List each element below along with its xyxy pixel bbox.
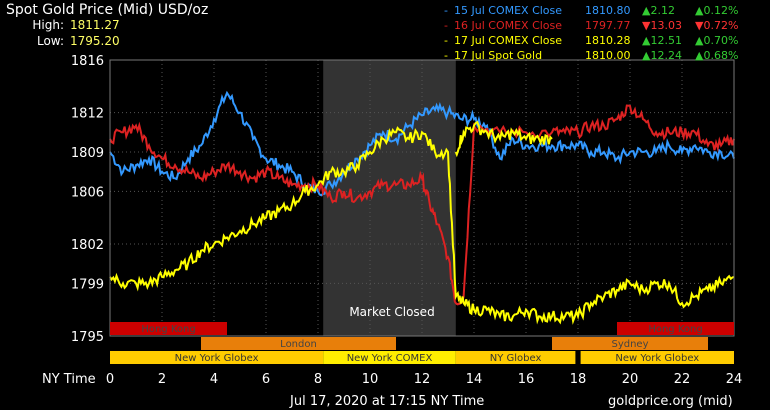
series-line [109, 104, 735, 306]
legend-label: 17 Jul Spot Gold [454, 49, 543, 62]
x-tick-label: 16 [518, 372, 535, 387]
plot-frame [109, 59, 735, 337]
footer-timestamp: Jul 17, 2020 at 17:15 NY Time [290, 394, 485, 409]
legend-price: 1797.77 [585, 19, 631, 32]
session-bar [323, 351, 456, 364]
x-tick-label: 6 [262, 372, 270, 387]
y-tick-label: 1802 [71, 238, 104, 253]
legend-label: 15 Jul COMEX Close [454, 4, 563, 17]
session-label: New York Globex [175, 353, 259, 364]
session-bar [580, 351, 734, 364]
legend-percent: ▲0.12% [695, 4, 739, 17]
session-bar [617, 322, 734, 335]
low-label: Low: [36, 34, 64, 48]
legend-dash: - [444, 49, 448, 62]
legend-percent: ▲0.70% [695, 34, 739, 47]
x-tick-label: 18 [570, 372, 587, 387]
series-line [454, 120, 553, 158]
y-axis-ticks: 1795 1799 1802 1806 1809 1812 1816 [71, 54, 104, 345]
y-tick-label: 1812 [71, 107, 104, 122]
footer-source: goldprice.org (mid) [608, 394, 733, 409]
session-label: Hong Kong [141, 324, 195, 335]
legend-dash: - [444, 4, 448, 17]
x-tick-label: 22 [674, 372, 691, 387]
x-axis-ticks: 0 2 4 6 8 10 12 14 16 18 20 22 24 [106, 372, 742, 387]
session-bar [201, 337, 396, 350]
legend-dash: - [444, 19, 448, 32]
session-label: London [280, 339, 317, 350]
x-tick-label: 4 [210, 372, 218, 387]
x-tick-label: 8 [314, 372, 322, 387]
session-label: Sydney [611, 339, 648, 350]
legend-label: 16 Jul COMEX Close [454, 19, 563, 32]
y-tick-label: 1799 [71, 277, 104, 292]
legend-change: ▼13.03 [642, 19, 682, 32]
high-label: High: [32, 18, 64, 32]
x-tick-label: 10 [362, 372, 379, 387]
x-tick-label: 2 [158, 372, 166, 387]
legend-dash: - [444, 34, 448, 47]
legend-price: 1810.00 [585, 49, 631, 62]
series-line [109, 126, 735, 325]
session-label: New York COMEX [347, 353, 433, 364]
legend-label: 17 Jul COMEX Close [454, 34, 563, 47]
y-tick-label: 1816 [71, 54, 104, 69]
high-stat: High: 1811.27 [6, 18, 186, 34]
market-closed-label: Market Closed [349, 305, 434, 319]
legend-percent: ▲0.68% [695, 49, 739, 62]
x-axis-label: NY Time [42, 372, 96, 387]
x-tick-label: 12 [414, 372, 431, 387]
low-value: 1795.20 [70, 34, 120, 48]
trading-sessions: Hong Kong Hong Kong London Sydney New York G… [110, 322, 734, 364]
x-tick-label: 14 [466, 372, 483, 387]
legend-percent: ▼0.72% [695, 19, 739, 32]
low-stat: Low: 1795.20 [6, 34, 186, 50]
x-tick-label: 0 [106, 372, 114, 387]
session-label: New York Globex [615, 353, 699, 364]
session-bar [110, 351, 324, 364]
session-label: Hong Kong [648, 324, 702, 335]
high-value: 1811.27 [70, 18, 120, 32]
legend-change: ▲12.51 [642, 34, 682, 47]
legend-price: 1810.28 [585, 34, 631, 47]
session-bar [110, 322, 227, 335]
chart-title: Spot Gold Price (Mid) USD/oz [6, 2, 209, 18]
session-label: NY Globex [490, 353, 542, 364]
legend-change: ▲2.12 [642, 4, 675, 17]
chart-series [109, 90, 735, 325]
legend-change: ▲12.24 [642, 49, 682, 62]
y-tick-label: 1809 [71, 146, 104, 161]
session-bar [455, 351, 576, 364]
legend-price: 1810.80 [585, 4, 631, 17]
x-tick-label: 24 [726, 372, 743, 387]
session-bar [552, 337, 708, 350]
series-line [109, 90, 735, 197]
x-tick-label: 20 [622, 372, 639, 387]
y-tick-label: 1806 [71, 185, 104, 200]
y-tick-label: 1795 [71, 330, 104, 345]
